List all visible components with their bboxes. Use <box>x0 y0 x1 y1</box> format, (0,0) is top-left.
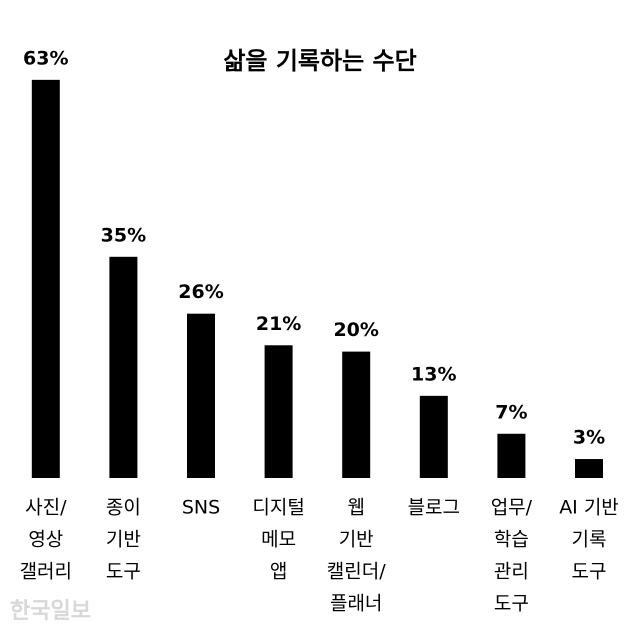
value-label: 26% <box>178 281 223 303</box>
watermark: 한국일보 <box>10 599 91 624</box>
x-tick-label: 학습 <box>494 529 529 551</box>
x-tick-label: 블로그 <box>408 497 460 519</box>
x-tick-label: 기반 <box>106 529 141 551</box>
x-tick-label: 메모 <box>261 529 296 551</box>
x-tick-label: 도구 <box>106 561 141 583</box>
x-tick-label: 업무/ <box>491 497 533 519</box>
bar <box>109 256 138 478</box>
x-tick-label: 기록 <box>572 529 607 551</box>
bar <box>31 79 60 478</box>
value-label: 21% <box>256 313 301 335</box>
value-label: 3% <box>573 427 605 449</box>
x-tick-label: 도구 <box>494 593 529 615</box>
x-tick-label: 플래너 <box>330 593 382 615</box>
bar <box>342 351 371 478</box>
bar <box>187 313 215 478</box>
x-tick-label: 도구 <box>572 561 607 583</box>
value-label: 20% <box>333 319 378 341</box>
x-tick-label: AI 기반 <box>559 497 619 519</box>
x-tick-label: 웹 <box>347 497 364 519</box>
x-tick-label: 관리 <box>494 561 529 583</box>
value-label: 63% <box>23 47 68 69</box>
x-tick-label: 종이 <box>106 497 141 519</box>
x-tick-label: 기반 <box>339 529 374 551</box>
x-tick-label: 영상 <box>28 529 63 551</box>
value-label: 13% <box>411 363 456 385</box>
x-tick-label: SNS <box>182 497 220 519</box>
bar <box>419 395 448 478</box>
bar <box>497 433 526 478</box>
value-label: 35% <box>101 224 146 246</box>
x-tick-label: 사진/ <box>25 497 67 519</box>
value-label: 7% <box>495 401 527 423</box>
bar <box>264 345 293 478</box>
x-tick-label: 앱 <box>270 561 287 583</box>
bar <box>575 459 603 478</box>
x-tick-label: 갤러리 <box>20 561 72 583</box>
x-tick-label: 디지털 <box>252 497 304 519</box>
chart-title: 삶을 기록하는 수단 <box>223 47 416 75</box>
x-tick-label: 캘린더/ <box>327 561 386 583</box>
